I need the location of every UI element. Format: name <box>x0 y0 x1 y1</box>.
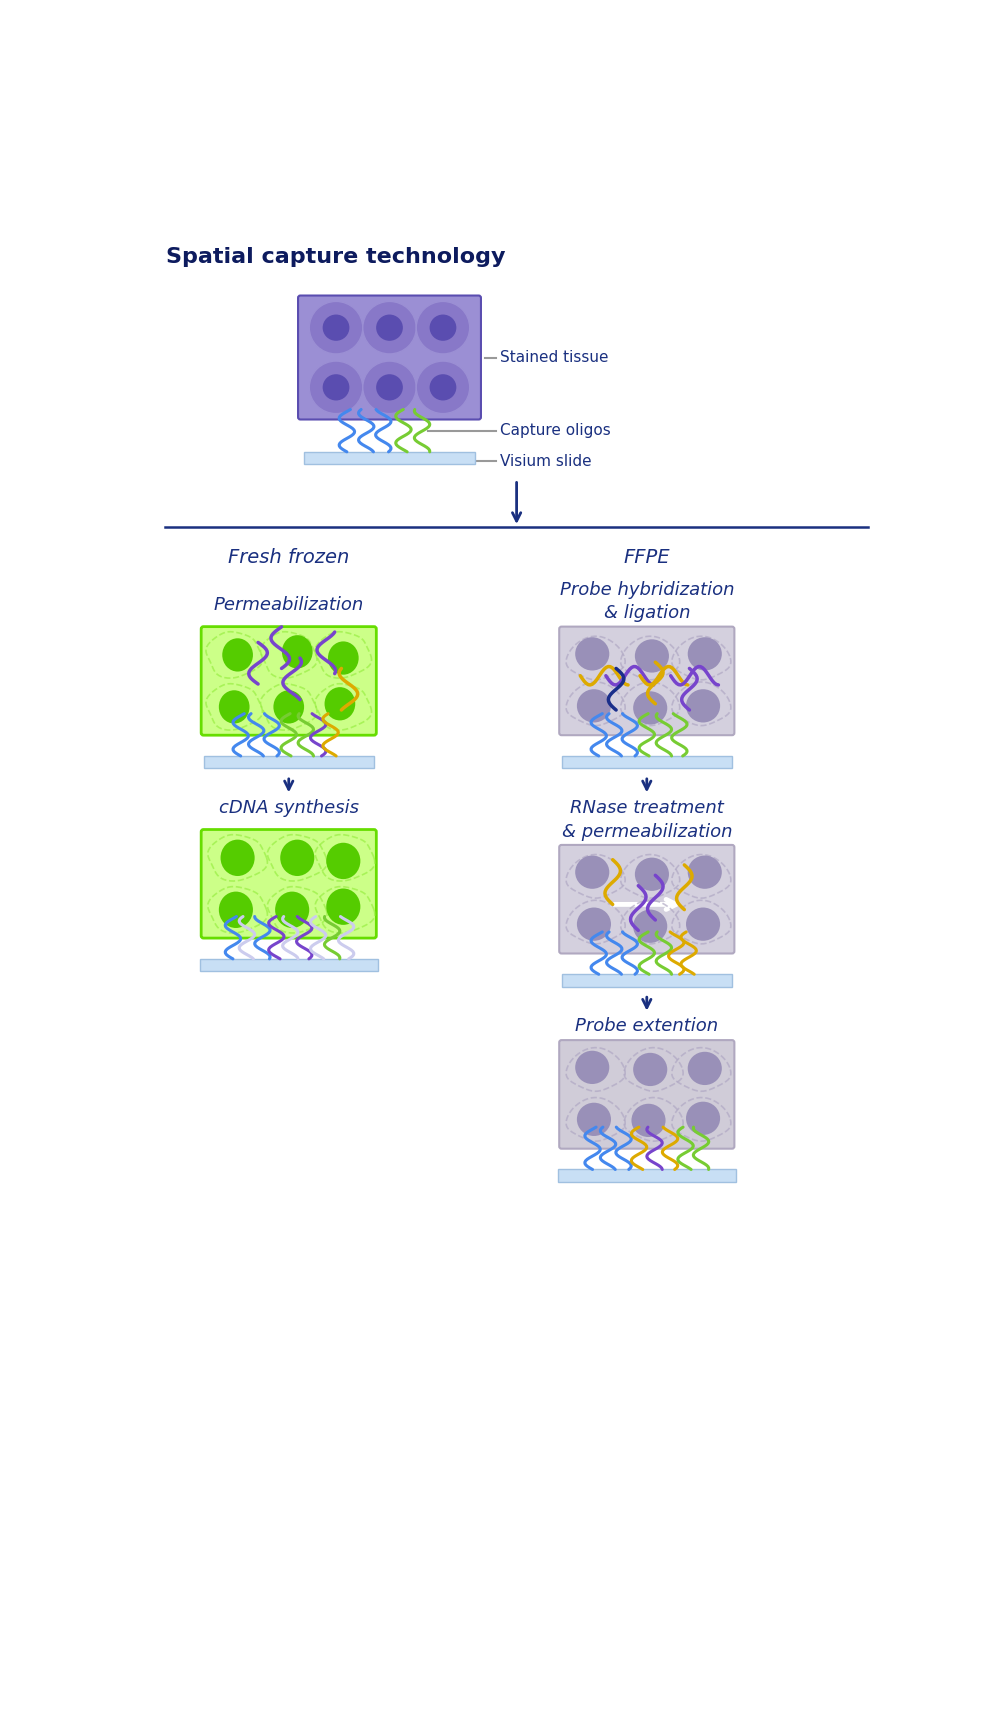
Text: RNase treatment
& permeabilization: RNase treatment & permeabilization <box>561 798 732 842</box>
Ellipse shape <box>323 314 350 340</box>
Ellipse shape <box>325 688 355 721</box>
Ellipse shape <box>282 636 312 669</box>
Ellipse shape <box>577 689 611 722</box>
Text: Probe hybridization
& ligation: Probe hybridization & ligation <box>559 581 734 622</box>
Ellipse shape <box>577 1102 611 1135</box>
FancyBboxPatch shape <box>298 295 481 420</box>
Ellipse shape <box>576 1051 609 1083</box>
Ellipse shape <box>635 857 669 892</box>
Ellipse shape <box>686 1102 720 1135</box>
Ellipse shape <box>309 301 363 354</box>
FancyBboxPatch shape <box>202 627 376 734</box>
FancyBboxPatch shape <box>559 845 735 954</box>
Ellipse shape <box>416 361 470 413</box>
Ellipse shape <box>363 301 416 354</box>
Ellipse shape <box>376 375 403 401</box>
Ellipse shape <box>633 691 667 724</box>
Text: FFPE: FFPE <box>624 548 670 567</box>
Ellipse shape <box>576 855 609 888</box>
Ellipse shape <box>219 892 253 928</box>
Ellipse shape <box>633 1052 667 1087</box>
Bar <box>304 451 475 465</box>
FancyBboxPatch shape <box>202 829 376 938</box>
FancyBboxPatch shape <box>559 627 735 734</box>
Ellipse shape <box>416 301 470 354</box>
Ellipse shape <box>686 689 720 722</box>
Ellipse shape <box>635 639 669 672</box>
Ellipse shape <box>309 361 363 413</box>
Text: Stained tissue: Stained tissue <box>500 351 609 365</box>
Ellipse shape <box>686 907 720 940</box>
Ellipse shape <box>687 1052 722 1085</box>
Bar <box>557 1170 736 1182</box>
Bar <box>561 975 732 987</box>
Ellipse shape <box>323 375 350 401</box>
Ellipse shape <box>273 689 304 724</box>
Ellipse shape <box>376 314 403 340</box>
FancyBboxPatch shape <box>559 1040 735 1149</box>
Ellipse shape <box>363 361 416 413</box>
Ellipse shape <box>327 843 361 880</box>
Text: Visium slide: Visium slide <box>500 453 592 468</box>
Text: Capture oligos: Capture oligos <box>500 423 611 439</box>
Ellipse shape <box>328 641 359 674</box>
Ellipse shape <box>429 314 457 340</box>
Text: Probe extention: Probe extention <box>576 1018 719 1035</box>
Bar <box>204 755 374 769</box>
Text: Spatial capture technology: Spatial capture technology <box>166 247 506 268</box>
Text: Permeabilization: Permeabilization <box>214 596 364 613</box>
Bar <box>200 959 378 971</box>
Ellipse shape <box>222 638 253 672</box>
Ellipse shape <box>429 375 457 401</box>
Ellipse shape <box>219 689 250 724</box>
Ellipse shape <box>275 892 309 928</box>
Ellipse shape <box>280 840 314 876</box>
Ellipse shape <box>577 907 611 940</box>
Ellipse shape <box>327 888 361 924</box>
Ellipse shape <box>687 855 722 888</box>
Text: cDNA synthesis: cDNA synthesis <box>219 798 359 817</box>
Bar <box>561 755 732 769</box>
Text: Fresh frozen: Fresh frozen <box>228 548 350 567</box>
Ellipse shape <box>633 909 667 943</box>
Ellipse shape <box>221 840 255 876</box>
Ellipse shape <box>576 638 609 670</box>
Ellipse shape <box>687 638 722 670</box>
Ellipse shape <box>631 1104 665 1137</box>
